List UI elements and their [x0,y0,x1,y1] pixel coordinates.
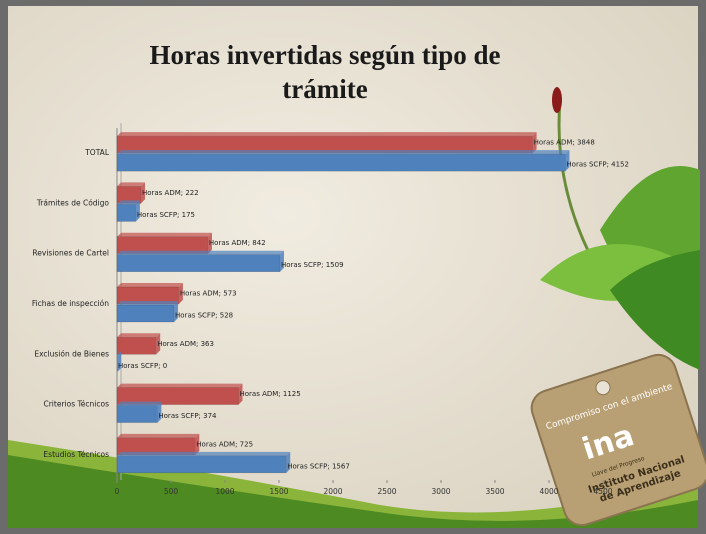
bar-end [117,351,121,373]
bar-top [117,283,183,287]
bar-top [117,433,200,438]
category-label: Criterios Técnicos [43,400,109,409]
bar-top [117,451,291,456]
wave-dark [8,455,698,528]
category-label: TOTAL [84,148,110,157]
x-tick-label: 4500 [593,487,612,496]
bar-end [195,433,200,455]
value-label: Horas ADM; 363 [157,340,214,348]
bar-top [117,401,162,406]
bar [116,433,200,456]
category-label: Trámites de Código [36,198,110,207]
bar-end [157,401,162,423]
value-label: Horas ADM; 222 [142,189,199,197]
bar-end [178,283,183,304]
bar-top [117,232,212,237]
bar-top [117,200,140,205]
x-tick-label: 4000 [539,487,558,496]
bar [117,351,121,373]
category-label: Estudios Técnicos [43,450,109,459]
bar-end [286,451,291,473]
bar [116,182,145,204]
value-label: Horas ADM; 725 [196,440,253,448]
category-label: Revisiones de Cartel [32,249,109,258]
bar-face [116,405,158,423]
bar-end [207,232,212,254]
bar-end [135,200,140,222]
value-label: Horas SCFP; 0 [118,362,167,370]
bar-top [117,333,161,338]
x-tick-label: 0 [115,487,120,496]
bar-end [156,333,161,355]
bar [116,383,243,405]
x-tick-label: 2500 [377,487,396,496]
value-label: Horas ADM; 1125 [240,390,301,398]
logo-tag: Compromiso con el ambiente ina Llave del… [530,353,706,527]
x-tick-label: 3000 [431,487,450,496]
bar [116,333,161,355]
value-label: Horas ADM; 573 [180,290,237,298]
value-label: Horas ADM; 3848 [534,139,595,147]
leaves [540,87,700,370]
bar-top [117,132,537,137]
bar [116,283,183,305]
bar-end [238,383,243,405]
value-label: Horas SCFP; 374 [158,412,217,420]
x-tick-label: 2000 [323,487,342,496]
bar [116,401,162,423]
bar-top [117,383,243,388]
bar-face [116,254,281,272]
bar [116,132,537,154]
bar [116,232,212,254]
bar-face [116,337,157,355]
bar [116,250,284,272]
value-label: Horas SCFP; 1567 [287,462,350,470]
bar-top [117,250,284,255]
x-tick-label: 1500 [269,487,288,496]
bar [116,150,570,172]
bar-top [117,301,179,305]
value-label: Horas ADM; 842 [209,239,266,247]
value-label: Horas SCFP; 4152 [566,161,629,169]
bar-face [116,204,137,222]
category-label: Fichas de inspección [32,299,109,308]
bar-end [174,301,179,322]
bar [116,451,291,474]
x-tick-label: 1000 [215,487,234,496]
bar-top [117,150,570,155]
bar-end [140,182,145,204]
bar-face [116,455,287,474]
x-tick-label: 500 [164,487,179,496]
bar [116,200,140,222]
value-label: Horas SCFP; 1509 [281,261,344,269]
bar-end [565,150,570,172]
bar-top [117,182,145,187]
chart-title: Horas invertidas según tipo de trámite [149,40,500,104]
category-label: Exclusión de Bienes [34,349,109,358]
bar-face [116,153,566,172]
x-tick-label: 3500 [485,487,504,496]
value-label: Horas SCFP; 175 [137,211,195,219]
bar-face [116,304,175,323]
bar [116,301,179,323]
bar-end [279,250,284,272]
value-label: Horas SCFP; 528 [175,312,233,320]
bar-end [532,132,537,154]
